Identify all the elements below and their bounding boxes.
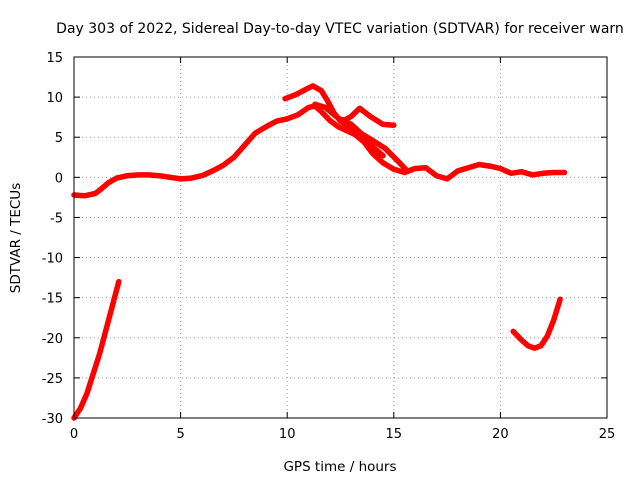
y-tick-label: 15 [46, 51, 63, 66]
y-axis-label: SDTVAR / TECUs [8, 183, 24, 293]
y-tick-label: 5 [55, 131, 63, 146]
y-tick-labels: -30 -25 -20 -15 -10 -5 0 5 10 15 [42, 51, 63, 427]
x-axis-label: GPS time / hours [283, 459, 396, 475]
y-tick-label: -30 [42, 412, 63, 427]
x-tick-label: 0 [70, 427, 78, 442]
x-tick-label: 15 [386, 427, 403, 442]
x-tick-label: 5 [176, 427, 184, 442]
y-tick-label: -5 [50, 211, 63, 226]
data-series [71, 83, 568, 421]
x-tick-labels: 0 5 10 15 20 25 [70, 427, 615, 442]
series-line-main [71, 103, 568, 199]
y-tick-label: -25 [42, 372, 63, 387]
x-tick-label: 20 [492, 427, 509, 442]
y-tick-label: 10 [46, 91, 63, 106]
y-tick-label: -20 [42, 332, 63, 347]
y-tick-label: 0 [55, 171, 63, 186]
x-tick-label: 10 [279, 427, 296, 442]
grid [74, 57, 607, 418]
series-line-early-segment [71, 278, 122, 421]
x-tick-label: 25 [599, 427, 616, 442]
series-line-branch-b [312, 101, 397, 128]
axis-ticks [73, 56, 608, 419]
y-tick-label: -15 [42, 292, 63, 307]
plot-frame [73, 56, 608, 419]
series-line-late-segment [510, 296, 563, 351]
chart-title: Day 303 of 2022, Sidereal Day-to-day VTE… [56, 21, 624, 37]
y-tick-label: -10 [42, 252, 63, 267]
series-line-branch-c [339, 116, 410, 173]
